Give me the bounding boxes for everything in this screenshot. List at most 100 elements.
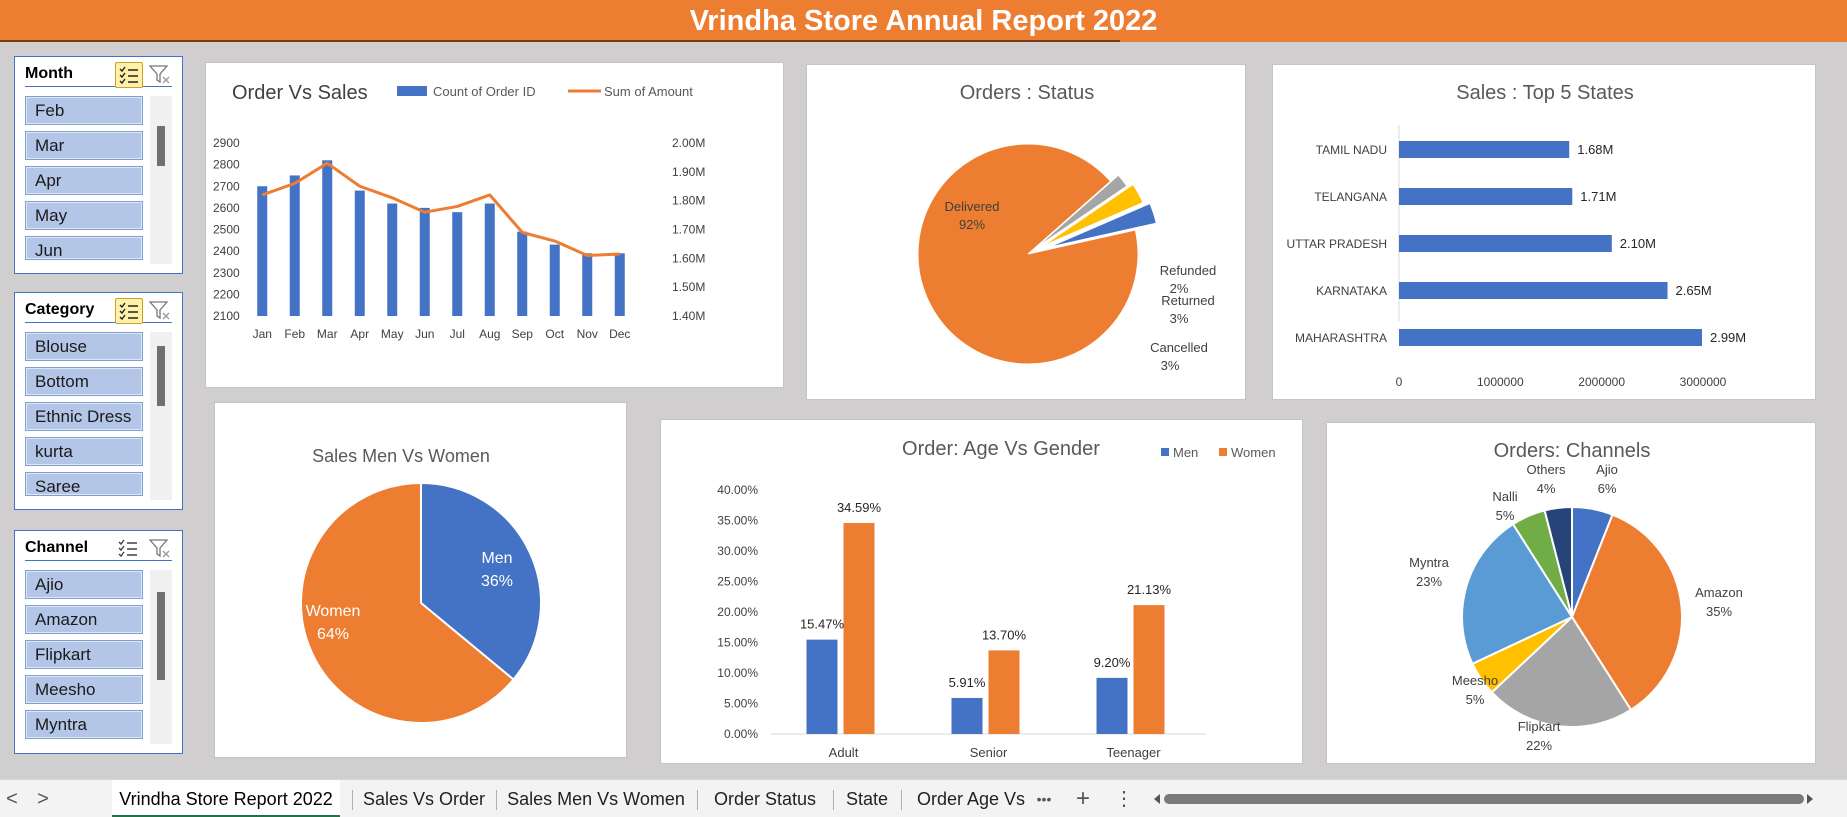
slicer-item-feb[interactable]: Feb — [25, 96, 143, 125]
orders-status-panel[interactable]: Orders : Status Delivered 92% Refunded 2% Re… — [806, 64, 1246, 400]
bar-telangana — [1399, 188, 1573, 205]
x-tick-label: 3000000 — [1680, 375, 1727, 389]
legend-label-orders: Count of Order ID — [433, 84, 536, 99]
x-tick-label: Dec — [609, 327, 630, 341]
slicer-item-ethnic-dress[interactable]: Ethnic Dress — [25, 402, 143, 431]
multi-select-icon[interactable] — [115, 298, 143, 324]
channel-slicer-scrollbar[interactable] — [150, 570, 172, 744]
category-slicer-scrollbar[interactable] — [150, 332, 172, 500]
slicer-item-bottom[interactable]: Bottom — [25, 367, 143, 396]
chart-title: Order Vs Sales — [232, 82, 368, 104]
tab-separator — [496, 790, 497, 810]
bar-men-teenager — [1096, 677, 1128, 734]
slicer-item-ajio[interactable]: Ajio — [25, 570, 143, 599]
bar-women-senior — [988, 650, 1020, 734]
clear-filter-icon[interactable] — [148, 299, 172, 323]
y-left-tick-label: 2900 — [213, 136, 240, 150]
pie-slice-refunded — [1035, 174, 1128, 249]
pie-slice-amazon — [1570, 513, 1683, 712]
channel-slicer: Channel Ajio Amazon Flipkart Meesho Mynt… — [14, 530, 183, 754]
clear-filter-icon[interactable] — [148, 63, 172, 87]
tab-sales-vs-order[interactable]: Sales Vs Order — [362, 789, 486, 809]
sales-men-women-panel[interactable]: Sales Men Vs Women Men 36% Women 64% — [214, 402, 627, 758]
category-label: TAMIL NADU — [1316, 143, 1387, 157]
tab-separator — [697, 790, 698, 810]
age-vs-gender-panel[interactable]: Order: Age Vs Gender Men Women 40.00% 35.… — [660, 419, 1303, 764]
chart-title: Sales Men Vs Women — [312, 446, 490, 466]
tab-order-status[interactable]: Order Status — [713, 789, 817, 809]
scroll-left-icon[interactable] — [1152, 792, 1162, 806]
data-label-pct-others: 4% — [1537, 481, 1556, 496]
slicer-item-meesho[interactable]: Meesho — [25, 675, 143, 704]
y-right-tick-label: 1.50M — [672, 280, 705, 294]
slicer-item-mar[interactable]: Mar — [25, 131, 143, 160]
sheet-menu-button[interactable]: ⋮ — [1114, 788, 1134, 810]
y-tick-label: 25.00% — [717, 575, 758, 589]
tab-vrindha-store-report[interactable]: Vrindha Store Report 2022 — [112, 780, 340, 817]
bar-orders-aug — [484, 203, 495, 316]
slicer-item-apr[interactable]: Apr — [25, 166, 143, 195]
more-tabs-button[interactable]: ••• — [1036, 791, 1052, 807]
y-tick-label: 0.00% — [724, 727, 758, 741]
channel-slicer-scroll-thumb[interactable] — [157, 592, 165, 680]
title-underline — [0, 40, 1120, 42]
tab-order-age-vs[interactable]: Order Age Vs — [916, 789, 1026, 809]
bar-orders-nov — [582, 253, 593, 316]
x-tick-label: Jun — [415, 327, 434, 341]
y-right-tick-label: 1.80M — [672, 194, 705, 208]
slicer-item-may[interactable]: May — [25, 201, 143, 230]
slicer-item-flipkart[interactable]: Flipkart — [25, 640, 143, 669]
legend-label-men: Men — [1173, 445, 1198, 460]
data-label-pct-refunded: 2% — [1170, 281, 1189, 296]
orders-channels-panel[interactable]: Orders: Channels Ajio 6% Amazon 35% Flipkart… — [1326, 422, 1816, 764]
top-states-panel[interactable]: Sales : Top 5 States TAMIL NADU 1.68M TELA… — [1272, 64, 1816, 400]
scroll-right-icon[interactable] — [1805, 792, 1815, 806]
data-label-returned: Returned — [1161, 293, 1214, 308]
tab-state[interactable]: State — [845, 789, 889, 809]
tab-separator — [901, 790, 902, 810]
slicer-item-jun[interactable]: Jun — [25, 236, 143, 260]
horizontal-scrollbar[interactable] — [1152, 792, 1815, 806]
slicer-item-amazon[interactable]: Amazon — [25, 605, 143, 634]
bar-orders-jul — [452, 212, 463, 316]
data-label-pct-meesho: 5% — [1466, 692, 1485, 707]
category-slicer-scroll-thumb[interactable] — [157, 346, 165, 406]
y-tick-label: 10.00% — [717, 666, 758, 680]
y-tick-label: 5.00% — [724, 697, 758, 711]
month-slicer-scroll-thumb[interactable] — [157, 126, 165, 166]
x-tick-label: Adult — [829, 745, 859, 760]
tab-scroll-next-button[interactable]: > — [37, 788, 49, 810]
slicer-item-blouse[interactable]: Blouse — [25, 332, 143, 361]
pie-slice-cancelled — [1048, 202, 1157, 248]
bar-orders-may — [387, 203, 398, 316]
multi-select-icon[interactable] — [115, 62, 143, 88]
x-tick-label: Nov — [577, 327, 598, 341]
data-label-others: Others — [1526, 462, 1566, 477]
x-tick-label: 2000000 — [1578, 375, 1625, 389]
slicer-item-saree[interactable]: Saree — [25, 472, 143, 496]
multi-select-icon[interactable] — [115, 536, 143, 562]
month-slicer-scrollbar[interactable] — [150, 96, 172, 264]
data-label: 1.71M — [1580, 189, 1616, 204]
tab-sales-men-vs-women[interactable]: Sales Men Vs Women — [507, 789, 685, 809]
horizontal-scroll-thumb[interactable] — [1164, 794, 1804, 804]
slicer-item-kurta[interactable]: kurta — [25, 437, 143, 466]
tab-scroll-prev-button[interactable]: < — [6, 788, 18, 810]
data-label-pct-cancelled: 3% — [1161, 358, 1180, 373]
y-tick-label: 15.00% — [717, 636, 758, 650]
order-vs-sales-panel[interactable]: Order Vs Sales Count of Order ID Sum of … — [205, 62, 784, 388]
data-label: 34.59% — [837, 500, 882, 515]
bar-orders-oct — [549, 244, 560, 316]
data-label-pct-myntra: 23% — [1416, 574, 1442, 589]
data-label: 2.99M — [1710, 330, 1746, 345]
add-sheet-button[interactable]: + — [1075, 785, 1090, 812]
x-tick-label: Oct — [545, 327, 564, 341]
data-label-pct-nalli: 5% — [1496, 508, 1515, 523]
data-label-ajio: Ajio — [1596, 462, 1618, 477]
bar-orders-jun — [419, 207, 430, 316]
data-label: 21.13% — [1127, 582, 1172, 597]
slicer-item-myntra[interactable]: Myntra — [25, 710, 143, 739]
age-vs-gender-chart: Order: Age Vs Gender Men Women 40.00% 35.… — [717, 438, 1275, 760]
x-tick-label: Feb — [284, 327, 305, 341]
clear-filter-icon[interactable] — [148, 537, 172, 561]
